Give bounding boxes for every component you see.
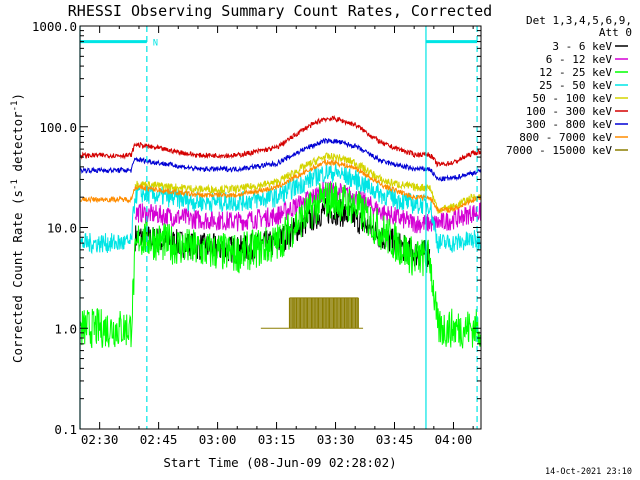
x-axis-label: Start Time (08-Jun-09 02:28:02) bbox=[163, 455, 396, 470]
x-tick-label-2: 03:00 bbox=[199, 432, 237, 447]
x-tick-label-4: 03:30 bbox=[317, 432, 355, 447]
legend-label-4: 50 - 100 keV bbox=[533, 92, 613, 105]
y-label-part-3: ) bbox=[10, 93, 25, 101]
x-tick-label-1: 02:45 bbox=[140, 432, 178, 447]
series-line-4 bbox=[134, 152, 481, 214]
data-layer: N bbox=[79, 26, 481, 429]
chart-title: RHESSI Observing Summary Count Rates, Co… bbox=[68, 2, 492, 20]
footer-timestamp: 14-Oct-2021 23:10 bbox=[545, 467, 632, 477]
legend-label-3: 25 - 50 keV bbox=[539, 79, 612, 92]
x-tick-label-3: 03:15 bbox=[258, 432, 296, 447]
y-label-part-1: Corrected Count Rate (s bbox=[10, 190, 25, 363]
y-tick-label-0: 0.1 bbox=[54, 422, 77, 437]
y-label-part-2: detector bbox=[10, 111, 25, 179]
y-label-exponent-1: -1 bbox=[10, 179, 20, 190]
y-tick-label-3: 100.0 bbox=[39, 120, 77, 135]
legend-label-7: 800 - 7000 keV bbox=[519, 131, 612, 144]
legend-label-0: 3 - 6 keV bbox=[552, 40, 612, 53]
x-tick-label-6: 04:00 bbox=[435, 432, 473, 447]
x-tick-label-5: 03:45 bbox=[376, 432, 414, 447]
series-line-3 bbox=[79, 163, 481, 255]
legend-label-1: 6 - 12 keV bbox=[546, 53, 613, 66]
legend-label-8: 7000 - 15000 keV bbox=[506, 144, 612, 157]
y-tick-label-4: 1000.0 bbox=[32, 19, 77, 34]
legend-label-6: 300 - 800 keV bbox=[526, 118, 612, 131]
series-line-1 bbox=[134, 181, 481, 234]
annotation-0: N bbox=[153, 39, 158, 49]
y-tick-label-2: 10.0 bbox=[47, 221, 77, 236]
y-axis-label: Corrected Count Rate (s-1 detector-1) bbox=[10, 93, 25, 363]
y-tick-label-1: 1.0 bbox=[54, 321, 77, 336]
legend-header-line-2: Att 0 bbox=[599, 26, 632, 39]
legend-label-5: 100 - 300 keV bbox=[526, 105, 612, 118]
legend-header-line-1: Det 1,3,4,5,6,9, bbox=[526, 14, 632, 27]
series-line-5 bbox=[79, 114, 481, 168]
legend-label-2: 12 - 25 keV bbox=[539, 66, 612, 79]
axes-layer: 02:30 02:45 03:00 03:15 03:30 03:45 04:00 0.1 1.… bbox=[32, 19, 481, 447]
y-label-exponent-2: -1 bbox=[10, 101, 20, 112]
trace-spikes-0-1 bbox=[288, 297, 359, 329]
x-tick-label-0: 02:30 bbox=[81, 432, 119, 447]
